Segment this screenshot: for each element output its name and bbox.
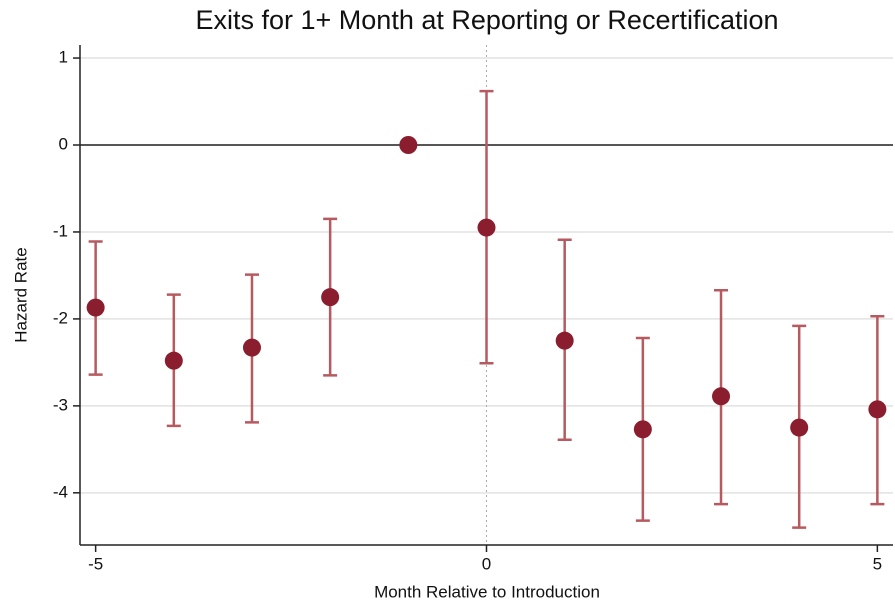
point <box>477 218 496 237</box>
point <box>321 288 340 307</box>
point <box>555 331 574 350</box>
y-tick-label: -2 <box>53 308 68 327</box>
y-tick-label: -3 <box>53 395 68 414</box>
point <box>242 338 261 357</box>
point <box>868 400 887 419</box>
y-tick-label: -4 <box>53 482 68 501</box>
point <box>712 387 731 406</box>
point <box>633 420 652 439</box>
point <box>164 351 183 370</box>
x-axis-label: Month Relative to Introduction <box>374 582 600 601</box>
point <box>790 418 809 437</box>
y-axis-label: Hazard Rate <box>11 247 30 342</box>
y-tick-label: 0 <box>59 134 68 153</box>
x-tick-label: -5 <box>88 554 103 573</box>
y-tick-label: 1 <box>59 48 68 67</box>
x-tick-label: 5 <box>873 554 882 573</box>
x-tick-label: 0 <box>482 554 491 573</box>
chart-title: Exits for 1+ Month at Reporting or Recer… <box>195 5 778 35</box>
y-tick-label: -1 <box>53 221 68 240</box>
point <box>399 136 418 154</box>
point <box>86 298 105 317</box>
